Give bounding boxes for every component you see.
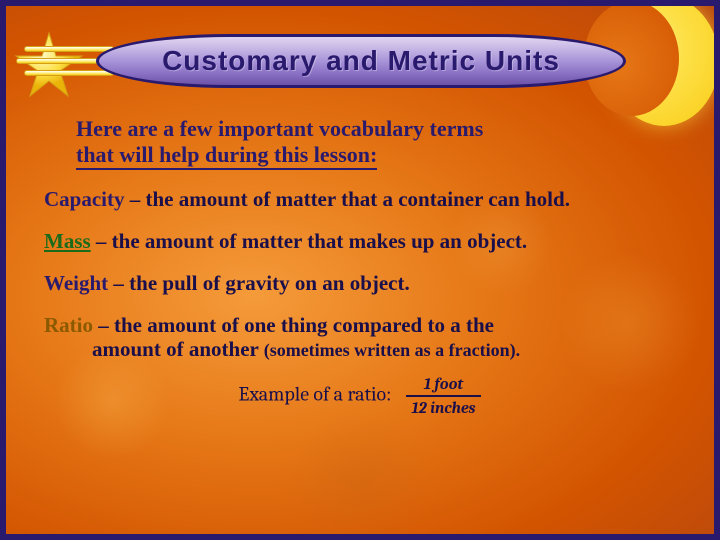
def-ratio-sub: (sometimes written as a fraction). [264,340,520,360]
term-mass: Mass [44,229,91,253]
definition-mass: Mass – the amount of matter that makes u… [44,229,676,253]
streak-decoration [24,70,114,76]
title-banner: Customary and Metric Units [96,34,626,88]
term-ratio: Ratio [44,313,93,337]
intro-line2: that will help during this lesson: [76,142,377,170]
def-weight-text: – the pull of gravity on an object. [108,271,410,295]
definition-capacity: Capacity – the amount of matter that a c… [44,187,676,211]
definition-ratio: Ratio – the amount of one thing compared… [44,313,676,361]
intro-text: Here are a few important vocabulary term… [76,116,676,169]
fraction-numerator: 1 foot [406,375,482,397]
fraction-denominator: 12 inches [406,397,482,417]
def-ratio-line2: amount of another [92,337,264,361]
def-capacity-text: – the amount of matter that a container … [125,187,570,211]
example-label: Example of a ratio: [239,383,392,406]
def-ratio-line1: – the amount of one thing compared to a … [93,313,494,337]
slide-container: Customary and Metric Units Here are a fe… [0,0,720,540]
ratio-example: Example of a ratio: 1 foot 12 inches [44,375,676,417]
content-area: Here are a few important vocabulary term… [44,116,676,417]
streak-decoration [24,46,114,52]
fraction: 1 foot 12 inches [406,375,482,417]
term-capacity: Capacity [44,187,125,211]
term-weight: Weight [44,271,108,295]
definition-weight: Weight – the pull of gravity on an objec… [44,271,676,295]
slide-title: Customary and Metric Units [162,45,560,77]
def-mass-text: – the amount of matter that makes up an … [91,229,528,253]
intro-line1: Here are a few important vocabulary term… [76,116,483,141]
star-icon [14,31,84,101]
